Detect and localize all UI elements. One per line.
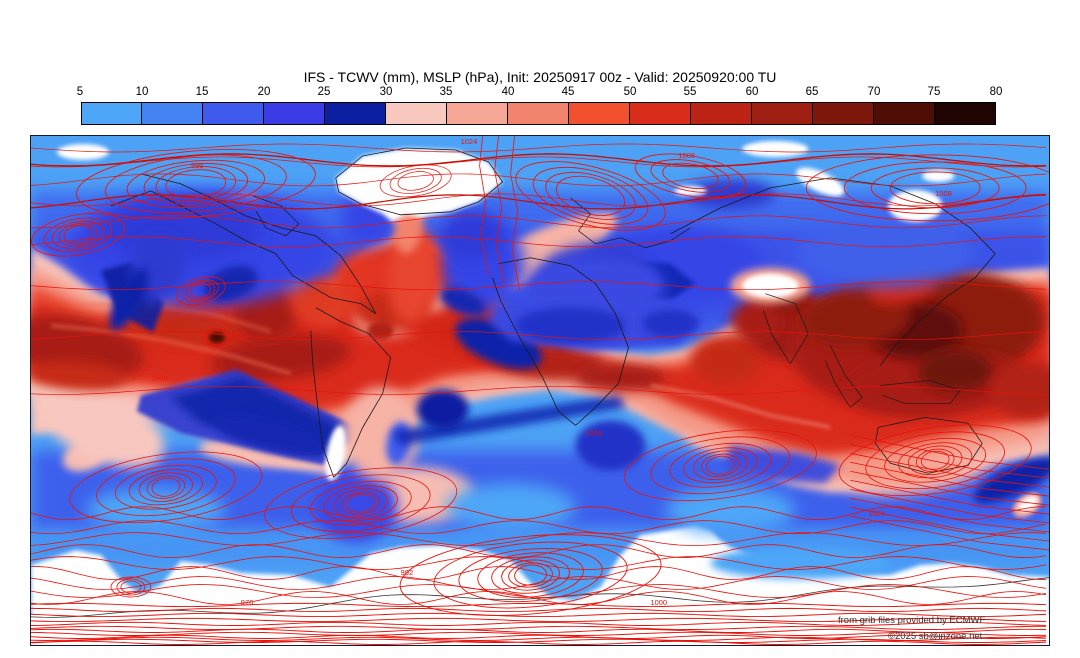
svg-text:1016: 1016: [585, 429, 602, 438]
svg-text:1000: 1000: [650, 598, 667, 607]
svg-text:976: 976: [241, 598, 253, 607]
svg-text:1008: 1008: [678, 151, 695, 160]
svg-text:1008: 1008: [935, 189, 952, 198]
svg-text:992: 992: [400, 568, 412, 577]
svg-text:1024: 1024: [868, 510, 885, 519]
svg-text:996: 996: [191, 161, 203, 170]
svg-text:1008: 1008: [151, 374, 168, 383]
svg-text:1024: 1024: [460, 137, 477, 146]
